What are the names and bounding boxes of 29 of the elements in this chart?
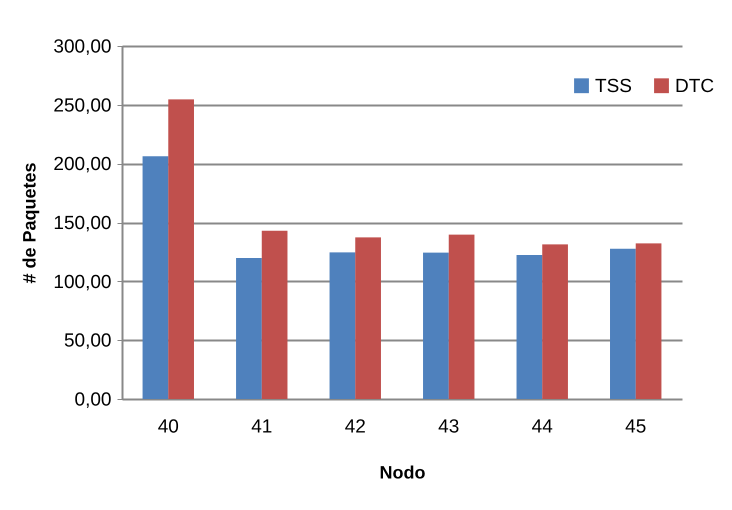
bar (262, 230, 288, 399)
bar (542, 244, 568, 399)
x-tick-label: 42 (344, 416, 366, 438)
x-tick-label: 40 (158, 416, 179, 438)
y-axis-title: # de Paquetes (19, 162, 40, 284)
x-tick-label: 43 (438, 416, 460, 438)
bar (142, 156, 168, 399)
y-tick-label: 0,00 (74, 390, 112, 410)
y-tick-label: 50,00 (64, 330, 112, 352)
bar (423, 252, 449, 399)
x-axis-title: Nodo (380, 462, 426, 482)
y-tick-label: 150,00 (53, 213, 112, 234)
y-tick-label: 300,00 (53, 36, 112, 58)
x-tick-label: 44 (532, 416, 554, 438)
x-tick-label: 45 (625, 416, 646, 438)
y-tick-label: 200,00 (53, 154, 112, 176)
legend-label: DTC (675, 76, 714, 97)
bar (236, 258, 262, 399)
bar (448, 234, 474, 399)
bar (610, 248, 636, 399)
bar (355, 237, 381, 399)
bar (636, 243, 662, 399)
bar (516, 254, 542, 399)
legend-label: TSS (595, 76, 632, 97)
bar (330, 252, 356, 399)
x-tick-label: 41 (251, 416, 272, 438)
y-tick-label: 250,00 (53, 95, 112, 116)
y-tick-label: 100,00 (53, 272, 112, 293)
bar (168, 99, 194, 399)
